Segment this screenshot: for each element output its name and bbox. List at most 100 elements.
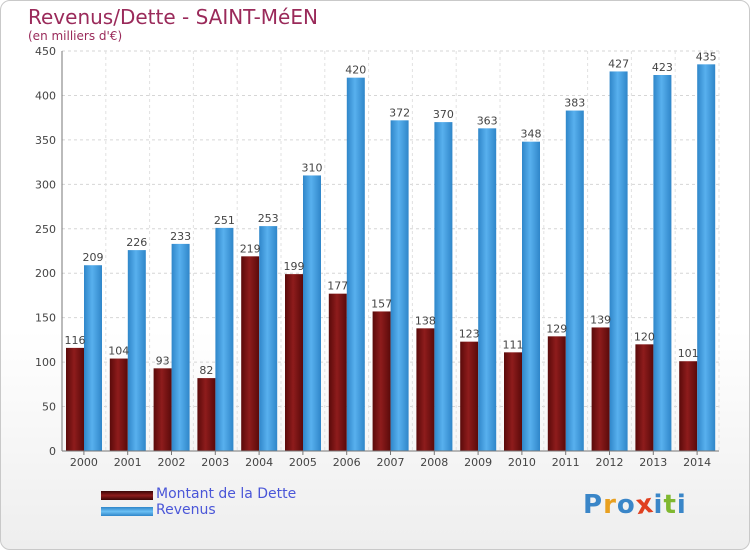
debt-bar-label: 93 (156, 354, 170, 367)
revenue-bar (215, 227, 234, 451)
revenue-bar-label: 435 (696, 50, 717, 63)
chart-subtitle: (en milliers d'€) (28, 29, 123, 43)
revenue-bar-label: 363 (477, 114, 498, 127)
debt-bar (372, 311, 391, 451)
revenue-bar (390, 120, 409, 451)
revenue-bar-label: 370 (433, 108, 454, 121)
y-tick-label: 450 (35, 45, 56, 58)
x-tick-label: 2005 (289, 456, 317, 469)
revenue-bar-label: 226 (126, 236, 147, 249)
debt-bar (547, 336, 566, 451)
x-tick-label: 2002 (158, 456, 186, 469)
debt-bar (328, 293, 347, 451)
revenue-bar-label: 372 (389, 106, 410, 119)
x-tick-label: 2003 (201, 456, 229, 469)
debt-bar (679, 361, 698, 451)
legend-swatch-revenue (101, 507, 153, 516)
debt-bar (285, 274, 303, 451)
x-tick-label: 2008 (420, 456, 448, 469)
revenue-bar (609, 71, 628, 451)
y-tick-label: 150 (35, 312, 56, 325)
revenue-bar-label: 383 (564, 97, 585, 110)
x-tick-label: 2007 (377, 456, 405, 469)
logo-letter: r (603, 490, 617, 520)
debt-bar (153, 368, 172, 451)
revenue-bar-label: 253 (258, 212, 279, 225)
y-tick-label: 250 (35, 223, 56, 236)
logo-letter: x (633, 488, 656, 522)
logo-letter: i (676, 490, 687, 520)
x-tick-label: 2001 (114, 456, 142, 469)
logo-letter: P (583, 490, 604, 520)
revenue-bar (653, 75, 672, 451)
debt-bar-label: 157 (371, 297, 392, 310)
debt-bar-label: 82 (199, 364, 213, 377)
proxiti-logo: Proxiti (583, 488, 687, 522)
debt-bar-label: 138 (415, 314, 436, 327)
logo-letter: o (616, 490, 636, 520)
debt-bar-label: 116 (65, 334, 86, 347)
revenue-bar (346, 77, 365, 452)
revenue-bar (303, 175, 321, 451)
revenue-bar-label: 310 (302, 161, 323, 174)
debt-bar (416, 328, 435, 451)
x-tick-label: 2011 (552, 456, 580, 469)
revenue-bar-label: 209 (83, 251, 104, 264)
revenue-bar (84, 265, 102, 451)
legend-swatch-debt (101, 491, 153, 500)
revenue-bar (697, 64, 716, 452)
debt-bar-label: 219 (240, 242, 261, 255)
legend-label-revenue: Revenus (156, 502, 216, 518)
x-tick-label: 2000 (70, 456, 98, 469)
legend-label-debt: Montant de la Dette (156, 486, 297, 502)
revenue-bar-label: 348 (521, 128, 542, 141)
logo-letter: t (663, 490, 677, 520)
debt-bar-label: 111 (503, 338, 524, 351)
debt-bar (66, 347, 84, 451)
x-tick-label: 2006 (333, 456, 361, 469)
revenue-bar (127, 250, 146, 451)
x-tick-label: 2012 (596, 456, 624, 469)
revenue-bar (565, 110, 584, 452)
y-tick-label: 200 (35, 267, 56, 280)
x-tick-label: 2014 (683, 456, 711, 469)
debt-bar-label: 101 (678, 347, 699, 360)
revenue-bar-label: 251 (214, 214, 235, 227)
debt-bar (504, 352, 522, 451)
y-tick-label: 300 (35, 178, 56, 191)
revenue-bar (522, 141, 540, 451)
debt-bar-label: 177 (327, 280, 348, 293)
debt-bar-label: 104 (108, 345, 129, 358)
y-tick-label: 50 (42, 401, 56, 414)
x-tick-label: 2010 (508, 456, 536, 469)
y-tick-label: 100 (35, 356, 56, 369)
revenue-bar-label: 420 (345, 64, 366, 77)
revenue-bar (171, 243, 190, 451)
revenue-bar-label: 233 (170, 230, 191, 243)
debt-bar (460, 341, 479, 451)
x-tick-label: 2004 (245, 456, 273, 469)
revenue-bar (259, 226, 278, 451)
y-tick-label: 0 (49, 445, 56, 458)
revenue-bar-label: 427 (608, 57, 629, 70)
debt-bar (241, 256, 260, 451)
debt-bar-label: 129 (546, 322, 567, 335)
x-tick-label: 2009 (464, 456, 492, 469)
y-tick-label: 350 (35, 134, 56, 147)
debt-bar-label: 120 (634, 330, 655, 343)
debt-bar (197, 378, 216, 451)
chart-title: Revenus/Dette - SAINT-MéEN (28, 5, 318, 29)
x-tick-label: 2013 (639, 456, 667, 469)
debt-bar-label: 139 (590, 313, 611, 326)
y-tick-label: 400 (35, 89, 56, 102)
debt-bar (591, 327, 610, 451)
revenue-bar (478, 128, 497, 451)
debt-bar (635, 344, 654, 451)
debt-bar-label: 199 (284, 260, 305, 273)
debt-bar (109, 358, 128, 451)
revenue-bar-label: 423 (652, 61, 673, 74)
logo-letter: i (653, 490, 664, 520)
debt-bar-label: 123 (459, 328, 480, 341)
